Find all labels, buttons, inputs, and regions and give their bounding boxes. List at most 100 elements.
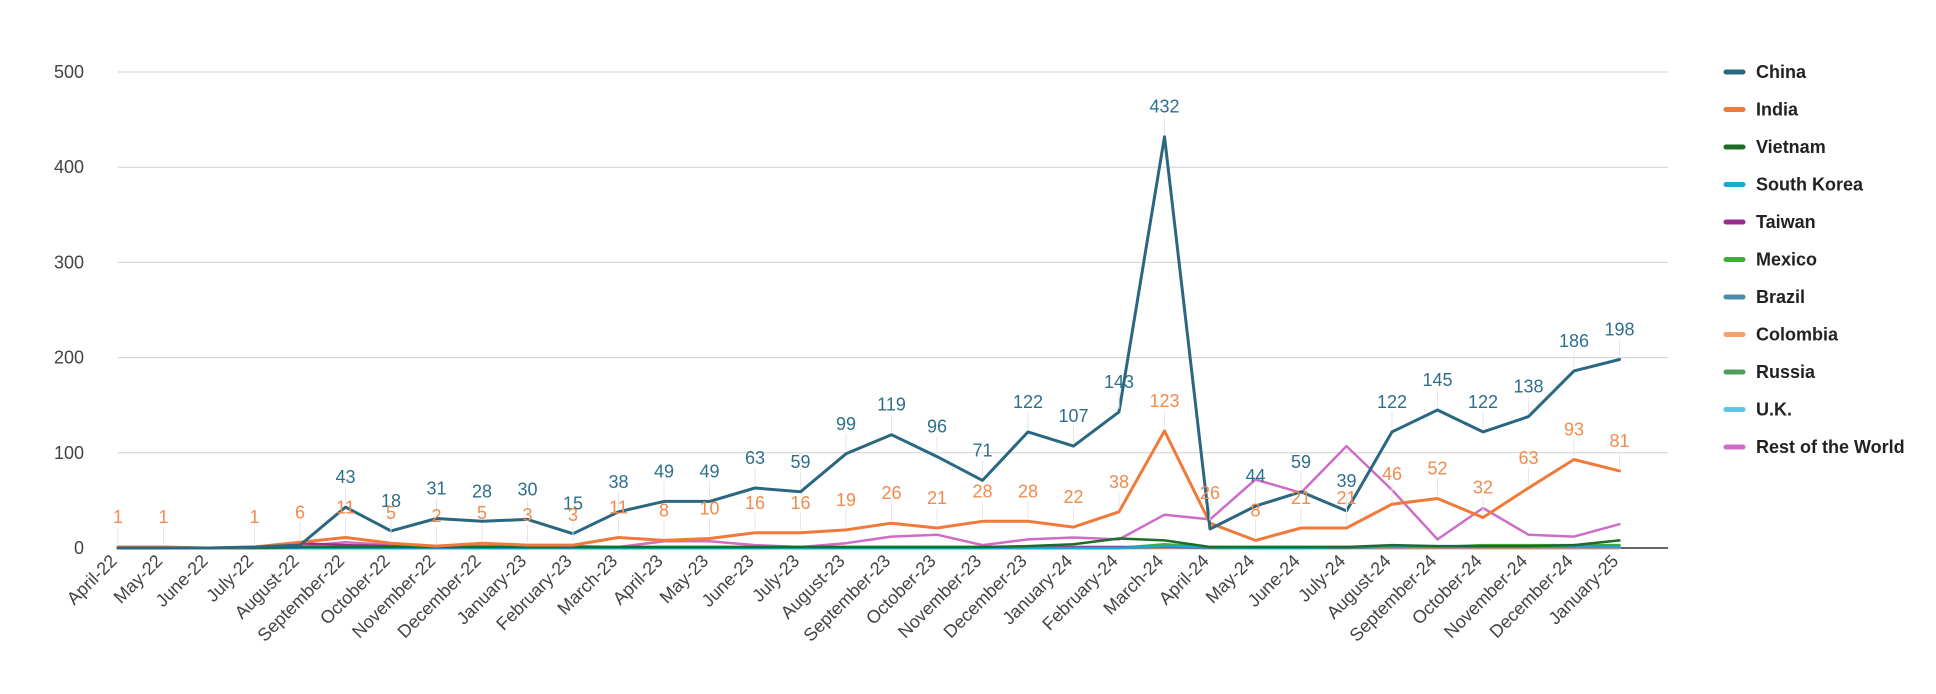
data-label-india: 81 — [1609, 431, 1629, 451]
data-label-india: 5 — [386, 503, 396, 523]
data-label-china: 44 — [1245, 466, 1265, 486]
x-tick-label: April-22 — [63, 551, 121, 609]
series-lines — [116, 135, 1621, 550]
data-label-china: 43 — [335, 467, 355, 487]
data-label-china: 30 — [517, 479, 537, 499]
data-label-india: 1 — [249, 507, 259, 527]
legend-label: Vietnam — [1756, 137, 1826, 157]
y-tick-label: 500 — [54, 62, 84, 82]
legend-label: China — [1756, 62, 1807, 82]
data-label-india: 26 — [881, 483, 901, 503]
legend-label: Taiwan — [1756, 212, 1816, 232]
data-label-china: 49 — [654, 461, 674, 481]
legend-item-russia: Russia — [1723, 362, 1816, 382]
y-tick-label: 200 — [54, 348, 84, 368]
data-label-india: 10 — [699, 498, 719, 518]
data-label-india: 11 — [336, 498, 355, 518]
series-line-china — [116, 135, 1621, 550]
data-label-china: 71 — [972, 440, 992, 460]
y-tick-label: 300 — [54, 252, 84, 272]
data-label-india: 32 — [1473, 478, 1493, 498]
data-label-china: 145 — [1422, 370, 1452, 390]
data-label-india: 16 — [745, 493, 765, 513]
x-tick-label: April-24 — [1155, 551, 1213, 609]
data-label-india: 52 — [1427, 458, 1447, 478]
data-label-india: 63 — [1518, 448, 1538, 468]
legend-item-brazil: Brazil — [1723, 287, 1805, 307]
y-tick-label: 0 — [74, 538, 84, 558]
data-label-china: 122 — [1377, 392, 1407, 412]
data-label-india: 26 — [1200, 483, 1220, 503]
data-label-china: 186 — [1559, 331, 1589, 351]
data-label-china: 432 — [1149, 97, 1179, 117]
legend-label: Rest of the World — [1756, 437, 1905, 457]
data-label-china: 138 — [1513, 377, 1543, 397]
data-label-india: 28 — [972, 481, 992, 501]
data-label-india: 28 — [1018, 481, 1038, 501]
data-label-india: 8 — [659, 500, 669, 520]
data-label-india: 3 — [522, 505, 532, 525]
data-label-india: 8 — [1250, 500, 1260, 520]
data-label-india: 93 — [1564, 419, 1584, 439]
data-label-china: 99 — [836, 414, 856, 434]
legend-label: India — [1756, 100, 1799, 120]
data-label-china: 59 — [790, 452, 810, 472]
data-label-india: 46 — [1382, 464, 1402, 484]
data-label-china: 96 — [927, 417, 947, 437]
data-label-india: 5 — [477, 503, 487, 523]
data-label-china: 122 — [1468, 392, 1498, 412]
data-label-india: 6 — [295, 502, 305, 522]
data-label-india: 123 — [1149, 391, 1179, 411]
data-label-china: 31 — [426, 478, 446, 498]
data-label-china: 59 — [1291, 452, 1311, 472]
grid-lines — [118, 71, 1668, 454]
legend-label: Russia — [1756, 362, 1816, 382]
data-label-china: 18 — [381, 491, 401, 511]
legend-label: Brazil — [1756, 287, 1805, 307]
data-label-china: 143 — [1104, 372, 1134, 392]
series-line-vietnam — [116, 537, 1621, 550]
data-label-india: 2 — [431, 506, 441, 526]
y-axis: 0 100 200 300 400 500 — [54, 62, 1668, 558]
data-label-china: 28 — [472, 481, 492, 501]
data-label-china: 15 — [563, 494, 583, 514]
data-label-india: 1 — [113, 507, 123, 527]
data-label-china: 119 — [877, 395, 906, 415]
data-label-india: 21 — [1336, 488, 1356, 508]
data-label-india: 21 — [1291, 488, 1311, 508]
data-label-china: 122 — [1013, 392, 1043, 412]
data-label-india: 22 — [1063, 487, 1083, 507]
data-label-india: 3 — [568, 505, 578, 525]
data-label-india: 19 — [836, 490, 856, 510]
legend-item-china: China — [1723, 62, 1807, 82]
legend-label: Mexico — [1756, 250, 1817, 270]
y-tick-label: 400 — [54, 157, 84, 177]
data-label-china: 49 — [699, 461, 719, 481]
legend-item-mexico: Mexico — [1723, 250, 1817, 270]
data-label-india: 16 — [790, 493, 810, 513]
legend-label: U.K. — [1756, 400, 1792, 420]
legend-item-colombia: Colombia — [1723, 325, 1839, 345]
data-label-china: 198 — [1604, 320, 1634, 340]
data-label-china: 63 — [745, 448, 765, 468]
data-label-china: 39 — [1336, 471, 1356, 491]
data-label-india: 1 — [158, 507, 168, 527]
legend-item-u-k: U.K. — [1723, 400, 1792, 420]
legend-label: Colombia — [1756, 325, 1839, 345]
y-tick-label: 100 — [54, 443, 84, 463]
data-label-china: 107 — [1058, 406, 1088, 426]
legend-item-south-korea: South Korea — [1723, 175, 1864, 195]
legend-item-taiwan: Taiwan — [1723, 212, 1816, 232]
data-label-india: 38 — [1109, 472, 1129, 492]
series-line-india — [116, 429, 1621, 550]
legend-item-rest-of-the-world: Rest of the World — [1723, 437, 1905, 457]
x-axis: April-22May-22June-22July-22August-22Sep… — [63, 551, 1623, 646]
data-label-india: 11 — [609, 498, 628, 518]
series-line-rest-of-the-world — [116, 444, 1621, 550]
data-label-india: 21 — [927, 488, 947, 508]
legend-item-vietnam: Vietnam — [1723, 137, 1826, 157]
x-tick-label: April-23 — [609, 551, 667, 609]
legend-item-india: India — [1723, 100, 1799, 120]
